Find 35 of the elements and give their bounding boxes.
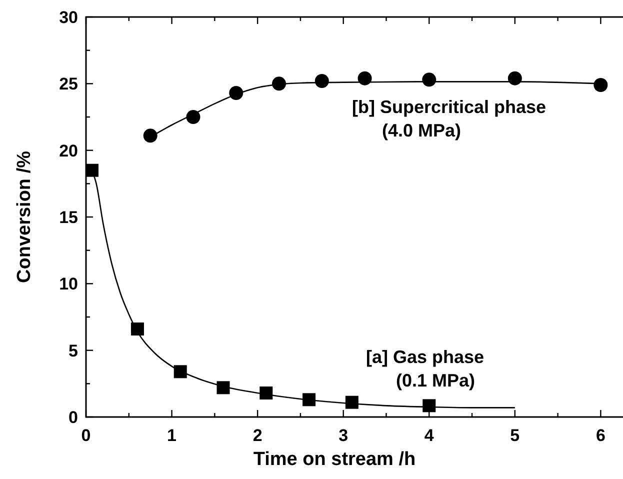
point — [130, 322, 144, 336]
x-tick-label: 6 — [596, 426, 606, 445]
y-tick-label: 10 — [59, 274, 78, 294]
point — [594, 78, 608, 92]
annotation: [b] Supercritical phase (4.0 MPa) — [352, 97, 546, 140]
point — [314, 74, 329, 88]
point — [422, 399, 436, 412]
point — [229, 86, 244, 100]
y-tick-label: 15 — [59, 208, 78, 227]
point — [272, 76, 286, 91]
y-tick-label: 0 — [68, 408, 78, 427]
point — [174, 365, 187, 378]
y-tick-label: 20 — [59, 141, 78, 160]
y-tick-label: 30 — [59, 8, 78, 27]
point — [358, 71, 372, 86]
x-tick-label: 4 — [424, 426, 434, 445]
x-tick-label: 2 — [252, 426, 262, 445]
x-tick-label: 0 — [81, 426, 91, 445]
point — [216, 381, 230, 394]
point — [260, 386, 273, 400]
x-tick-label: 5 — [510, 426, 520, 445]
y-tick-label: 5 — [68, 341, 78, 360]
annotation: [a] Gas phase (0.1 MPa) — [366, 347, 484, 390]
y-axis-title: Conversion /% — [14, 150, 35, 283]
x-tick-label: 1 — [167, 426, 177, 445]
point — [422, 72, 436, 87]
point — [302, 393, 316, 406]
point — [508, 71, 522, 86]
x-axis-title: Time on stream /h — [253, 449, 416, 470]
point — [345, 396, 358, 409]
point — [186, 110, 200, 124]
point — [86, 164, 99, 177]
y-tick-label: 25 — [59, 74, 78, 94]
point — [143, 128, 158, 143]
x-tick-label: 3 — [338, 426, 348, 445]
